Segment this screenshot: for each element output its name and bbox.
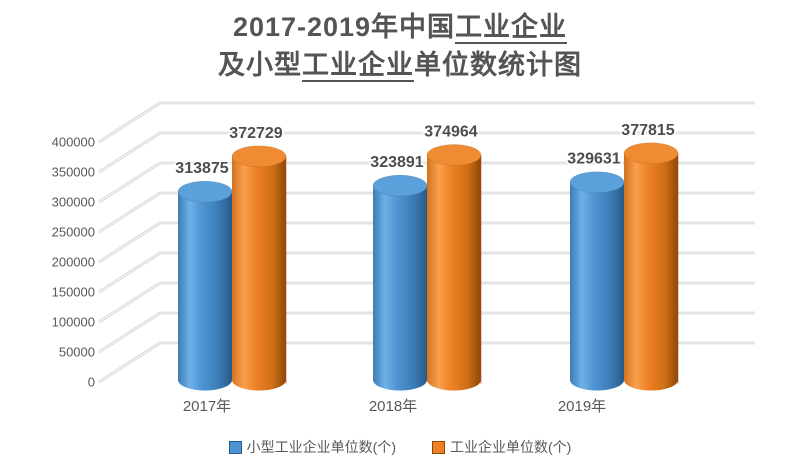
gridline-highlight: [98, 222, 755, 263]
legend-swatch-orange: [432, 440, 445, 454]
y-axis-tick-labels: 0 50000 100000 150000 200000 250000 300000 3500…: [52, 135, 95, 390]
bar-value-label: 377815: [621, 122, 674, 139]
title-text: 及小型: [218, 50, 302, 80]
bar-value-label: 323891: [370, 154, 423, 171]
title-underlined-text: 工业企业: [455, 12, 568, 44]
gridline-highlight: [98, 282, 755, 323]
bar-value-label: 372729: [229, 125, 282, 142]
y-axis-tick-label: 0: [88, 375, 95, 390]
legend-label: 工业企业单位数(个): [450, 439, 572, 455]
title-text: 2017-2019年中国: [232, 12, 456, 42]
bar-value-label: 313875: [175, 160, 228, 177]
y-axis-tick-label: 250000: [52, 225, 95, 240]
x-axis-category-labels: 2017年 2018年 2019年: [183, 398, 606, 415]
legend-label: 小型工业企业单位数(个): [246, 439, 396, 455]
legend-item-small-industrial-enterprises: 小型工业企业单位数(个): [228, 437, 396, 457]
x-axis-category-label: 2017年: [183, 398, 231, 415]
bar-cylinder-industrial-2017年: [231, 145, 287, 391]
x-axis-category-label: 2018年: [369, 398, 417, 415]
bar-cylinder-industrial-2018年: [426, 144, 482, 391]
bar-value-label: 329631: [567, 151, 620, 168]
bar-value-label: 374964: [424, 124, 477, 141]
y-axis-tick-label: 150000: [52, 285, 95, 300]
y-axis-tick-label: 100000: [52, 315, 95, 330]
y-axis-tick-label: 200000: [52, 255, 95, 270]
gridline-highlight: [98, 252, 755, 293]
chart-title: 2017-2019年中国工业企业 及小型工业企业单位数统计图: [0, 8, 800, 84]
gridlines: [98, 101, 755, 384]
bar-cylinder-small-industrial-2018年: [372, 174, 428, 391]
gridline-highlight: [98, 192, 755, 233]
gridline-highlight: [98, 312, 755, 353]
bar-cylinder-small-industrial-2019年: [569, 171, 625, 391]
bar-cylinder-industrial-2019年: [623, 142, 679, 391]
title-underlined-text: 工业企业: [302, 50, 414, 82]
gridline-highlight: [98, 342, 755, 383]
y-axis-tick-label: 300000: [52, 195, 95, 210]
title-text: 单位数统计图: [414, 50, 582, 80]
gridline-highlight: [98, 132, 755, 173]
chart-title-line2: 及小型工业企业单位数统计图: [0, 46, 800, 84]
y-axis-tick-label: 400000: [52, 135, 95, 150]
gridline-highlight: [98, 102, 755, 143]
y-axis-tick-label: 350000: [52, 165, 95, 180]
bars: [177, 142, 679, 391]
legend-item-industrial-enterprises: 工业企业单位数(个): [432, 437, 571, 457]
bar-cylinder-small-industrial-2017年: [177, 180, 233, 391]
y-axis-tick-label: 50000: [59, 345, 95, 360]
legend-swatch-blue: [228, 440, 242, 454]
chart-legend: 小型工业企业单位数(个) 工业企业单位数(个): [0, 437, 800, 457]
x-axis-category-label: 2019年: [558, 398, 606, 415]
chart-title-line1: 2017-2019年中国工业企业: [0, 8, 800, 46]
gridline-highlight: [98, 162, 755, 203]
